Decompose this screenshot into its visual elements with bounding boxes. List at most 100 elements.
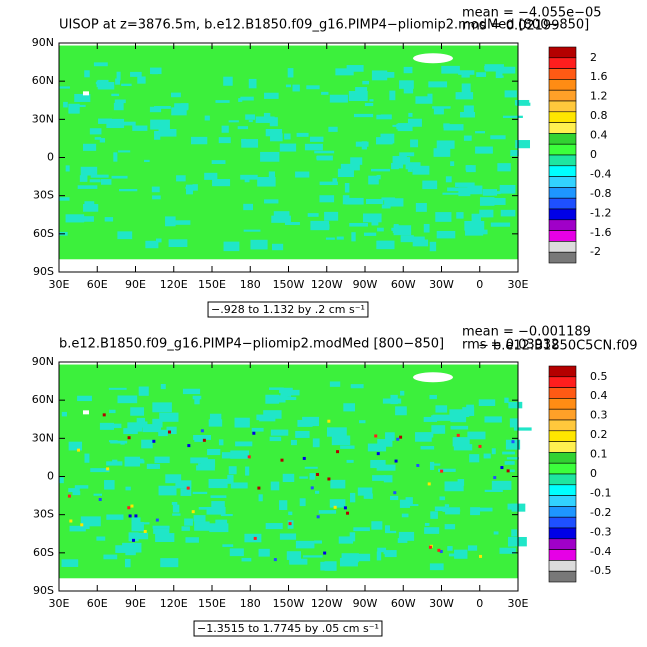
field-patch xyxy=(299,476,308,479)
field-patch xyxy=(372,475,387,481)
field-patch xyxy=(428,81,448,88)
x-tick-label: 30W xyxy=(429,597,454,610)
field-patch xyxy=(355,87,368,94)
field-patch xyxy=(65,214,85,223)
colorbar-label: -0.3 xyxy=(590,525,611,538)
field-patch xyxy=(442,509,461,512)
field-patch xyxy=(221,125,229,133)
colorbar-label: 1.2 xyxy=(590,90,608,103)
field-patch xyxy=(433,148,451,157)
field-patch xyxy=(371,70,388,81)
field-patch xyxy=(193,435,212,440)
field-patch xyxy=(185,537,199,543)
field-patch xyxy=(165,474,182,484)
field-patch xyxy=(111,423,122,429)
field-patch xyxy=(506,457,519,460)
colorbar-box xyxy=(548,462,577,475)
field-speck xyxy=(252,431,256,435)
field-patch xyxy=(484,489,503,492)
colorbar-box xyxy=(548,441,577,453)
field-patch xyxy=(168,239,188,248)
y-tick-label: 30S xyxy=(33,189,54,202)
field-patch xyxy=(351,232,356,242)
field-patch xyxy=(390,394,398,405)
field-patch xyxy=(349,222,368,227)
field-patch xyxy=(369,99,374,102)
field-patch xyxy=(74,93,91,102)
field-speck xyxy=(346,511,350,515)
field-patch xyxy=(397,538,408,543)
field-patch xyxy=(153,528,170,534)
y-tick-label: 30N xyxy=(32,431,54,444)
field-patch xyxy=(119,188,138,192)
field-patch xyxy=(467,185,483,195)
field-patch xyxy=(312,438,320,448)
field-patch xyxy=(184,518,193,526)
field-patch xyxy=(104,480,115,490)
field-patch xyxy=(284,222,300,225)
x-tick-label: 60E xyxy=(87,597,108,610)
land-mask xyxy=(83,91,89,96)
field-patch xyxy=(194,521,210,531)
field-speck xyxy=(186,486,190,490)
field-patch xyxy=(346,65,364,72)
field-patch xyxy=(100,179,112,185)
field-patch xyxy=(154,130,161,140)
field-patch xyxy=(499,547,516,554)
colorbar-label: 0.4 xyxy=(590,389,608,402)
field-patch xyxy=(470,507,481,516)
colorbar-box xyxy=(548,111,577,123)
x-tick-label: 0 xyxy=(476,278,483,291)
field-patch xyxy=(377,547,387,553)
colorbar-label: -2 xyxy=(590,245,601,258)
field-patch xyxy=(106,118,125,129)
field-patch xyxy=(234,417,250,428)
x-tick-label: 90E xyxy=(125,597,146,610)
field-patch xyxy=(142,424,161,433)
field-patch xyxy=(171,92,181,98)
field-patch xyxy=(505,439,521,450)
field-patch xyxy=(371,221,379,226)
field-patch xyxy=(367,443,387,452)
field-patch xyxy=(289,558,308,565)
field-patch xyxy=(82,143,97,151)
y-tick-label: 0 xyxy=(47,470,54,483)
field-patch xyxy=(106,461,123,466)
field-patch xyxy=(429,563,444,571)
field-patch xyxy=(479,197,495,206)
field-patch xyxy=(155,533,175,542)
field-patch xyxy=(113,102,124,111)
field-patch xyxy=(89,179,101,183)
field-patch xyxy=(279,533,297,540)
field-patch xyxy=(307,213,319,217)
field-patch xyxy=(363,493,373,499)
field-speck xyxy=(394,459,398,463)
field-patch xyxy=(286,391,292,397)
field-patch xyxy=(489,189,497,195)
field-patch xyxy=(407,165,413,172)
field-patch xyxy=(348,91,368,102)
field-patch xyxy=(325,237,335,240)
field-patch xyxy=(491,480,512,490)
colorbar-box xyxy=(548,365,577,378)
colorbar-label: -0.5 xyxy=(590,564,611,577)
field-patch xyxy=(392,156,407,164)
field-patch xyxy=(471,213,481,222)
field-patch xyxy=(160,558,179,568)
x-tick-label: 120E xyxy=(160,278,188,291)
field-patch xyxy=(255,116,275,123)
y-tick-label: 30S xyxy=(33,508,54,521)
field-patch xyxy=(287,68,294,78)
field-patch xyxy=(410,139,419,148)
field-patch xyxy=(412,165,430,175)
field-patch xyxy=(190,136,208,145)
y-tick-label: 90N xyxy=(32,355,54,368)
field-patch xyxy=(211,160,226,165)
field-speck xyxy=(511,440,515,444)
field-patch xyxy=(244,533,262,543)
field-patch xyxy=(465,226,484,236)
field-patch xyxy=(258,548,270,557)
field-patch xyxy=(430,511,438,519)
field-patch xyxy=(368,175,379,185)
field-speck xyxy=(500,466,504,470)
